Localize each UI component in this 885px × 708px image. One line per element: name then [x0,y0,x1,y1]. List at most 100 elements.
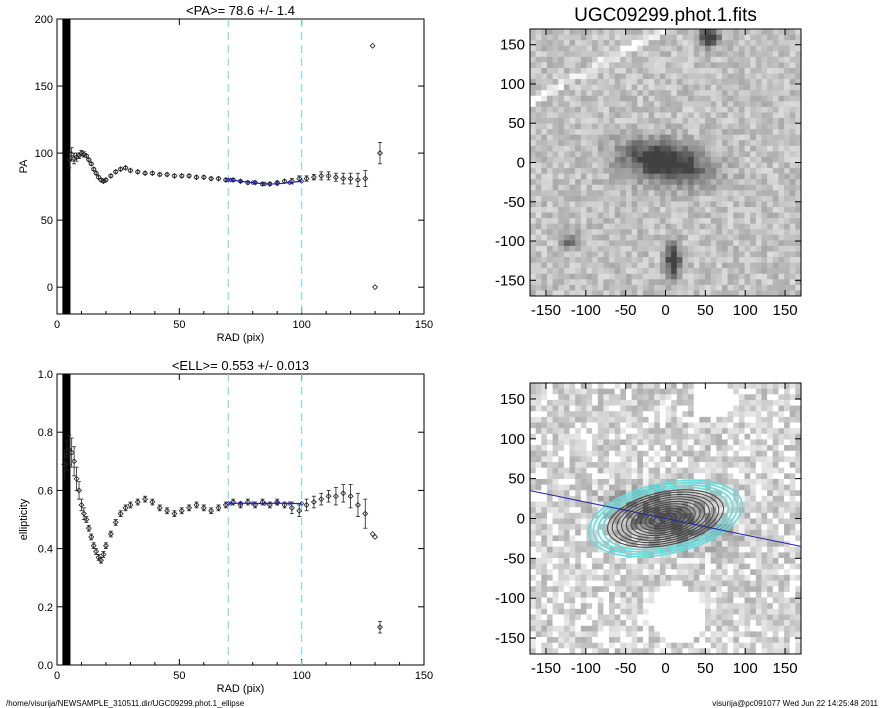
image-pixel [682,79,689,86]
masked-pixel [580,416,587,423]
image-pixel [535,101,542,108]
masked-pixel [642,529,649,536]
image-pixel [784,240,791,247]
image-pixel [648,29,655,35]
masked-pixel [761,603,768,610]
image-pixel [603,279,610,286]
image-pixel [597,251,604,258]
masked-pixel [665,529,672,536]
masked-pixel [682,467,689,474]
image-pixel [665,268,672,275]
image-pixel [586,151,593,158]
masked-pixel [727,422,734,429]
x-axis-label: RAD (pix) [217,683,265,695]
masked-pixel [614,558,621,565]
image-pixel [530,262,537,269]
data-point [93,170,100,177]
masked-pixel [665,569,672,576]
fit-point [228,500,234,507]
masked-pixel [648,558,655,565]
masked-pixel [659,614,666,621]
image-pixel [552,184,559,191]
masked-pixel [755,456,762,463]
image-pixel [733,207,740,213]
masked-pixel [580,512,587,519]
image-pixel [575,145,582,152]
masked-pixel [530,535,537,542]
image-pixel [530,40,537,47]
image-pixel [535,129,542,136]
image-pixel [778,62,785,69]
image-pixel [784,151,791,158]
masked-pixel [563,405,570,412]
masked-pixel [716,433,723,440]
image-pixel [795,67,802,74]
image-pixel [546,51,553,58]
image-pixel [733,212,740,219]
image-pixel [642,179,649,186]
masked-pixel [569,428,576,435]
image-pixel [659,56,666,63]
image-pixel [558,45,565,52]
image-pixel [563,251,570,258]
image-pixel [795,156,802,163]
masked-pixel [761,495,768,502]
image-pixel [541,229,548,236]
image-pixel [575,73,582,80]
image-pixel [625,101,633,108]
masked-pixel [688,467,695,474]
masked-pixel [552,558,559,565]
image-pixel [733,95,740,102]
masked-pixel [625,541,633,548]
image-pixel [727,73,734,80]
image-pixel [738,40,745,47]
image-pixel [592,268,599,275]
image-pixel [744,279,751,286]
image-pixel [688,90,695,97]
masked-pixel [682,597,689,604]
image-pixel [659,273,666,280]
masked-pixel [688,620,695,627]
image-pixel [609,129,616,136]
masked-pixel [710,495,717,502]
image-pixel [750,195,757,202]
image-pixel [721,112,729,119]
inner-region-bar [62,374,71,665]
masked-pixel [733,580,740,587]
masked-pixel [705,552,712,559]
image-pixel [755,229,762,236]
image-pixel [772,45,779,52]
image-pixel [648,56,655,63]
image-pixel [772,90,779,97]
image-pixel [784,51,791,58]
image-pixel [609,184,616,191]
masked-pixel [750,411,757,418]
image-pixel [693,40,700,47]
image-pixel [569,156,576,163]
image-pixel [772,56,779,63]
image-pixel [767,268,774,275]
masked-pixel [693,433,700,440]
image-pixel [767,212,774,219]
masked-pixel [721,591,729,598]
image-pixel [552,45,559,52]
masked-pixel [688,456,695,463]
data-point [66,156,73,163]
x-tick-label: 0 [661,302,669,319]
image-pixel [761,67,768,74]
image-pixel [625,245,633,252]
image-pixel [738,245,745,252]
masked-pixel [778,399,785,406]
masked-pixel [642,405,649,412]
image-pixel [648,106,655,113]
masked-pixel [744,445,751,452]
image-pixel [738,123,745,130]
masked-pixel [558,591,565,598]
masked-pixel [586,433,593,440]
image-pixel [597,140,604,147]
masked-pixel [575,383,582,390]
masked-pixel [614,450,621,457]
masked-pixel [530,399,537,406]
image-pixel [552,29,559,35]
masked-pixel [614,597,621,604]
